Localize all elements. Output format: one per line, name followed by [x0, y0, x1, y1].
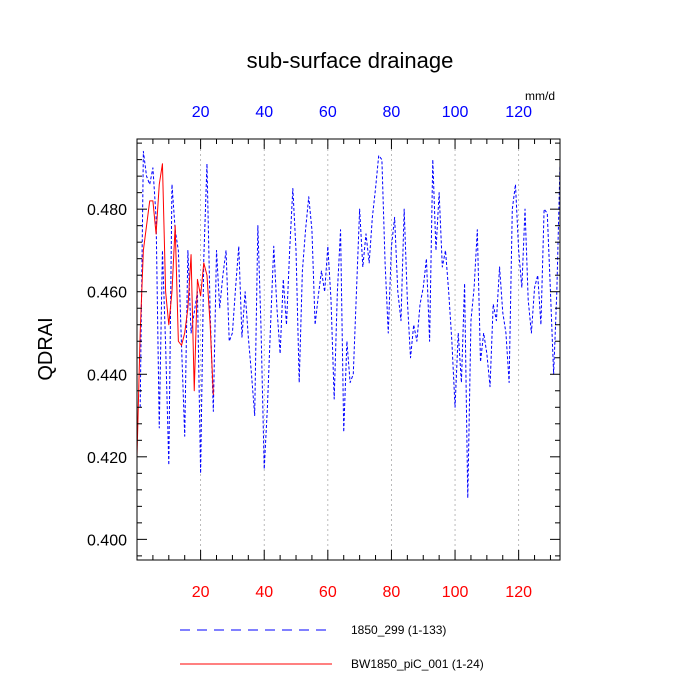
y-axis-label: QDRAI	[35, 317, 57, 380]
x-tick-label-bottom-100: 100	[442, 584, 469, 601]
grid-layer	[200, 139, 520, 560]
series-layer	[136, 150, 561, 499]
x-tick-label-top-100: 100	[442, 104, 469, 121]
series-line-1	[136, 163, 214, 457]
chart-title: sub-surface drainage	[247, 48, 454, 73]
x-tick-label-bottom-20: 20	[192, 584, 210, 601]
x-tick-label-top-20: 20	[192, 104, 210, 121]
y-tick-label: 0.480	[87, 202, 127, 219]
legend-label-1850-299: 1850_299 (1-133)	[351, 623, 446, 637]
x-tick-label-top-120: 120	[505, 104, 532, 121]
x-tick-label-bottom-80: 80	[383, 584, 401, 601]
y-tick-label: 0.420	[87, 450, 127, 467]
legend-label-bw1850-pic-001: BW1850_piC_001 (1-24)	[351, 657, 484, 671]
y-tick-label: 0.460	[87, 285, 127, 302]
x-tick-label-bottom-60: 60	[319, 584, 337, 601]
units-label: mm/d	[525, 89, 555, 103]
x-tick-label-bottom-40: 40	[255, 584, 273, 601]
x-tick-label-top-40: 40	[255, 104, 273, 121]
ticks-layer	[137, 139, 560, 560]
y-tick-label: 0.400	[87, 532, 127, 549]
series-line-0	[139, 150, 561, 499]
labels-layer: 20 20 40 40 60 60 80 80 100 100 120 120 0.400 0.420 0.…	[87, 104, 532, 601]
x-tick-label-top-80: 80	[383, 104, 401, 121]
x-tick-label-top-60: 60	[319, 104, 337, 121]
y-tick-label: 0.440	[87, 367, 127, 384]
legend: 1850_299 (1-133) BW1850_piC_001 (1-24)	[180, 623, 484, 671]
plot-frame	[136, 138, 561, 561]
x-tick-label-bottom-120: 120	[505, 584, 532, 601]
